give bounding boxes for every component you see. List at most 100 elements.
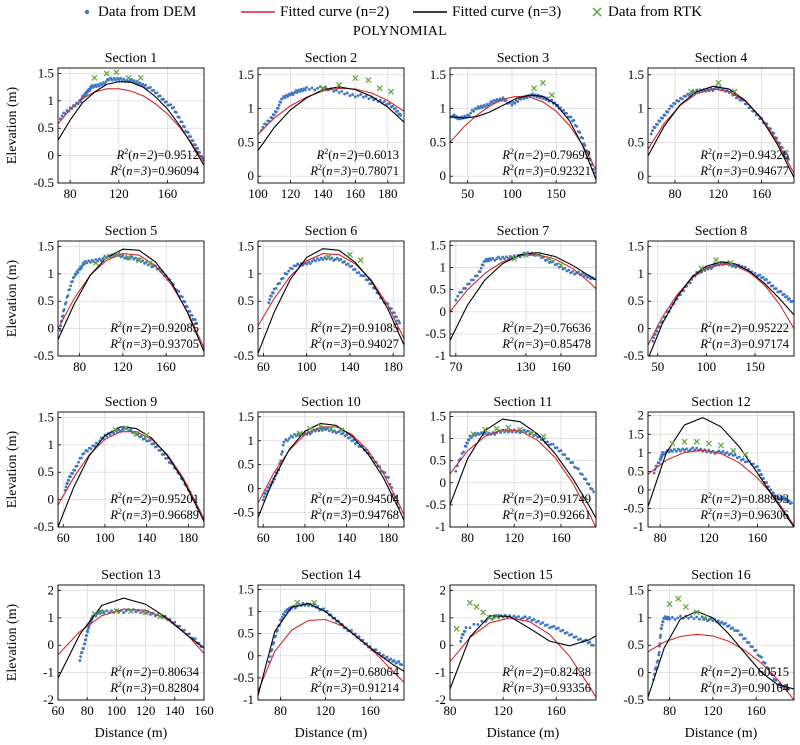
- dem-point: [537, 619, 540, 623]
- dem-point: [507, 430, 510, 434]
- y-tick-label: -0.5: [33, 519, 54, 534]
- dem-point: [84, 638, 88, 642]
- dem-point: [359, 93, 363, 96]
- dem-point: [89, 447, 93, 451]
- dem-point: [190, 314, 194, 317]
- rtk-point: [357, 257, 364, 264]
- dem-point: [556, 626, 560, 630]
- x-tick-label: 120: [699, 530, 719, 545]
- dem-point: [548, 626, 551, 630]
- dem-point: [563, 453, 567, 457]
- dem-point: [130, 255, 134, 259]
- dem-point: [397, 660, 401, 663]
- x-tick-label: 160: [361, 703, 381, 718]
- fitted-curve-n2: [258, 426, 404, 516]
- dem-point: [98, 257, 101, 261]
- r2-annotation: R2(n=2)=0.95201: [109, 491, 199, 506]
- dem-point: [673, 618, 677, 621]
- plot-frame: [647, 584, 795, 701]
- dem-point: [345, 433, 349, 437]
- x-tick-label: 100: [107, 703, 127, 718]
- dem-point: [367, 97, 371, 101]
- x-tick-label: 80: [73, 359, 86, 374]
- dem-point: [568, 633, 571, 637]
- dem-point: [186, 131, 190, 134]
- y-axis-label: Elevation (m): [5, 603, 20, 681]
- fitted-curve-n2: [648, 633, 794, 700]
- dem-point: [787, 157, 790, 161]
- y-tick-label: -0.5: [623, 692, 644, 707]
- dem-point: [282, 440, 286, 444]
- rtk-point: [142, 609, 149, 616]
- dem-point: [464, 444, 468, 448]
- dem-point: [335, 88, 338, 92]
- dem-point: [543, 624, 547, 627]
- dem-point: [296, 262, 300, 266]
- rtk-point: [143, 431, 150, 439]
- rtk-point: [470, 431, 477, 438]
- x-tick-label: 80: [663, 703, 676, 718]
- dem-point: [312, 258, 316, 261]
- section-panel: 80 120 160 -0.5 0 0.5 1 1.5 Section 1 R2(n=2)=0.9…: [5, 51, 205, 201]
- rtk-point: [528, 430, 535, 437]
- dem-point: [68, 288, 72, 292]
- dem-point: [683, 448, 686, 452]
- x-tick-label: 100: [248, 186, 268, 201]
- dem-point: [572, 635, 576, 639]
- dem-point: [503, 430, 506, 434]
- x-tick-label: 120: [493, 703, 513, 718]
- rtk-point: [296, 430, 303, 437]
- dem-point: [305, 262, 309, 266]
- dem-point: [88, 89, 92, 93]
- dem-point: [517, 615, 520, 618]
- x-tick-label: 160: [346, 186, 366, 201]
- x-tick-label: 80: [64, 186, 77, 201]
- dem-point: [652, 471, 656, 475]
- dem-point: [662, 452, 666, 456]
- x-tick-label: 180: [179, 530, 199, 545]
- dem-point: [510, 103, 514, 107]
- dem-point: [774, 494, 778, 498]
- rtk-point: [317, 423, 324, 430]
- dem-point: [752, 462, 755, 466]
- dem-point: [152, 442, 155, 446]
- dem-point: [692, 617, 696, 621]
- dem-point: [790, 299, 794, 303]
- y-tick-label: 0: [440, 304, 447, 319]
- dem-point: [591, 643, 595, 647]
- dem-point: [337, 91, 341, 94]
- dem-point: [460, 636, 463, 640]
- dem-point: [114, 78, 117, 82]
- y-tick-label: -1: [243, 692, 254, 707]
- dem-point: [717, 449, 721, 453]
- r2-annotation: R2(n=3)=0.92321: [501, 163, 591, 178]
- dem-point: [264, 492, 268, 496]
- r2-annotation: R2(n=2)=0.68064: [309, 664, 399, 679]
- dem-point: [261, 125, 265, 129]
- r2-annotation: R2(n=2)=0.92085: [109, 320, 199, 335]
- dem-point: [720, 620, 724, 624]
- dem-point: [108, 433, 112, 437]
- dem-point: [656, 123, 659, 127]
- dem-point: [282, 613, 286, 617]
- dem-point: [523, 615, 527, 619]
- dem-point: [80, 266, 83, 270]
- rtk-point: [327, 425, 335, 432]
- section-panel: 50 100 150 -0.5 0 0.5 1 1.5 Section 8 R2(n=2)=0.9…: [623, 224, 795, 374]
- y-tick-label: -1: [435, 348, 446, 363]
- dem-point: [397, 319, 400, 323]
- dem-point: [100, 83, 104, 87]
- r2-annotation: R2(n=3)=0.78071: [309, 163, 399, 178]
- y-tick-label: 1.5: [628, 67, 644, 82]
- dem-point: [758, 469, 761, 472]
- dem-point: [87, 259, 91, 263]
- dem-point: [314, 259, 318, 263]
- section-title: Section 11: [494, 395, 553, 410]
- dem-point: [303, 88, 307, 92]
- dem-point: [584, 477, 588, 481]
- y-tick-label: 1.5: [628, 426, 644, 441]
- rtk-point: [114, 251, 121, 258]
- dem-point: [110, 609, 113, 613]
- y-tick-label: 0: [48, 492, 55, 507]
- dem-point: [392, 311, 396, 315]
